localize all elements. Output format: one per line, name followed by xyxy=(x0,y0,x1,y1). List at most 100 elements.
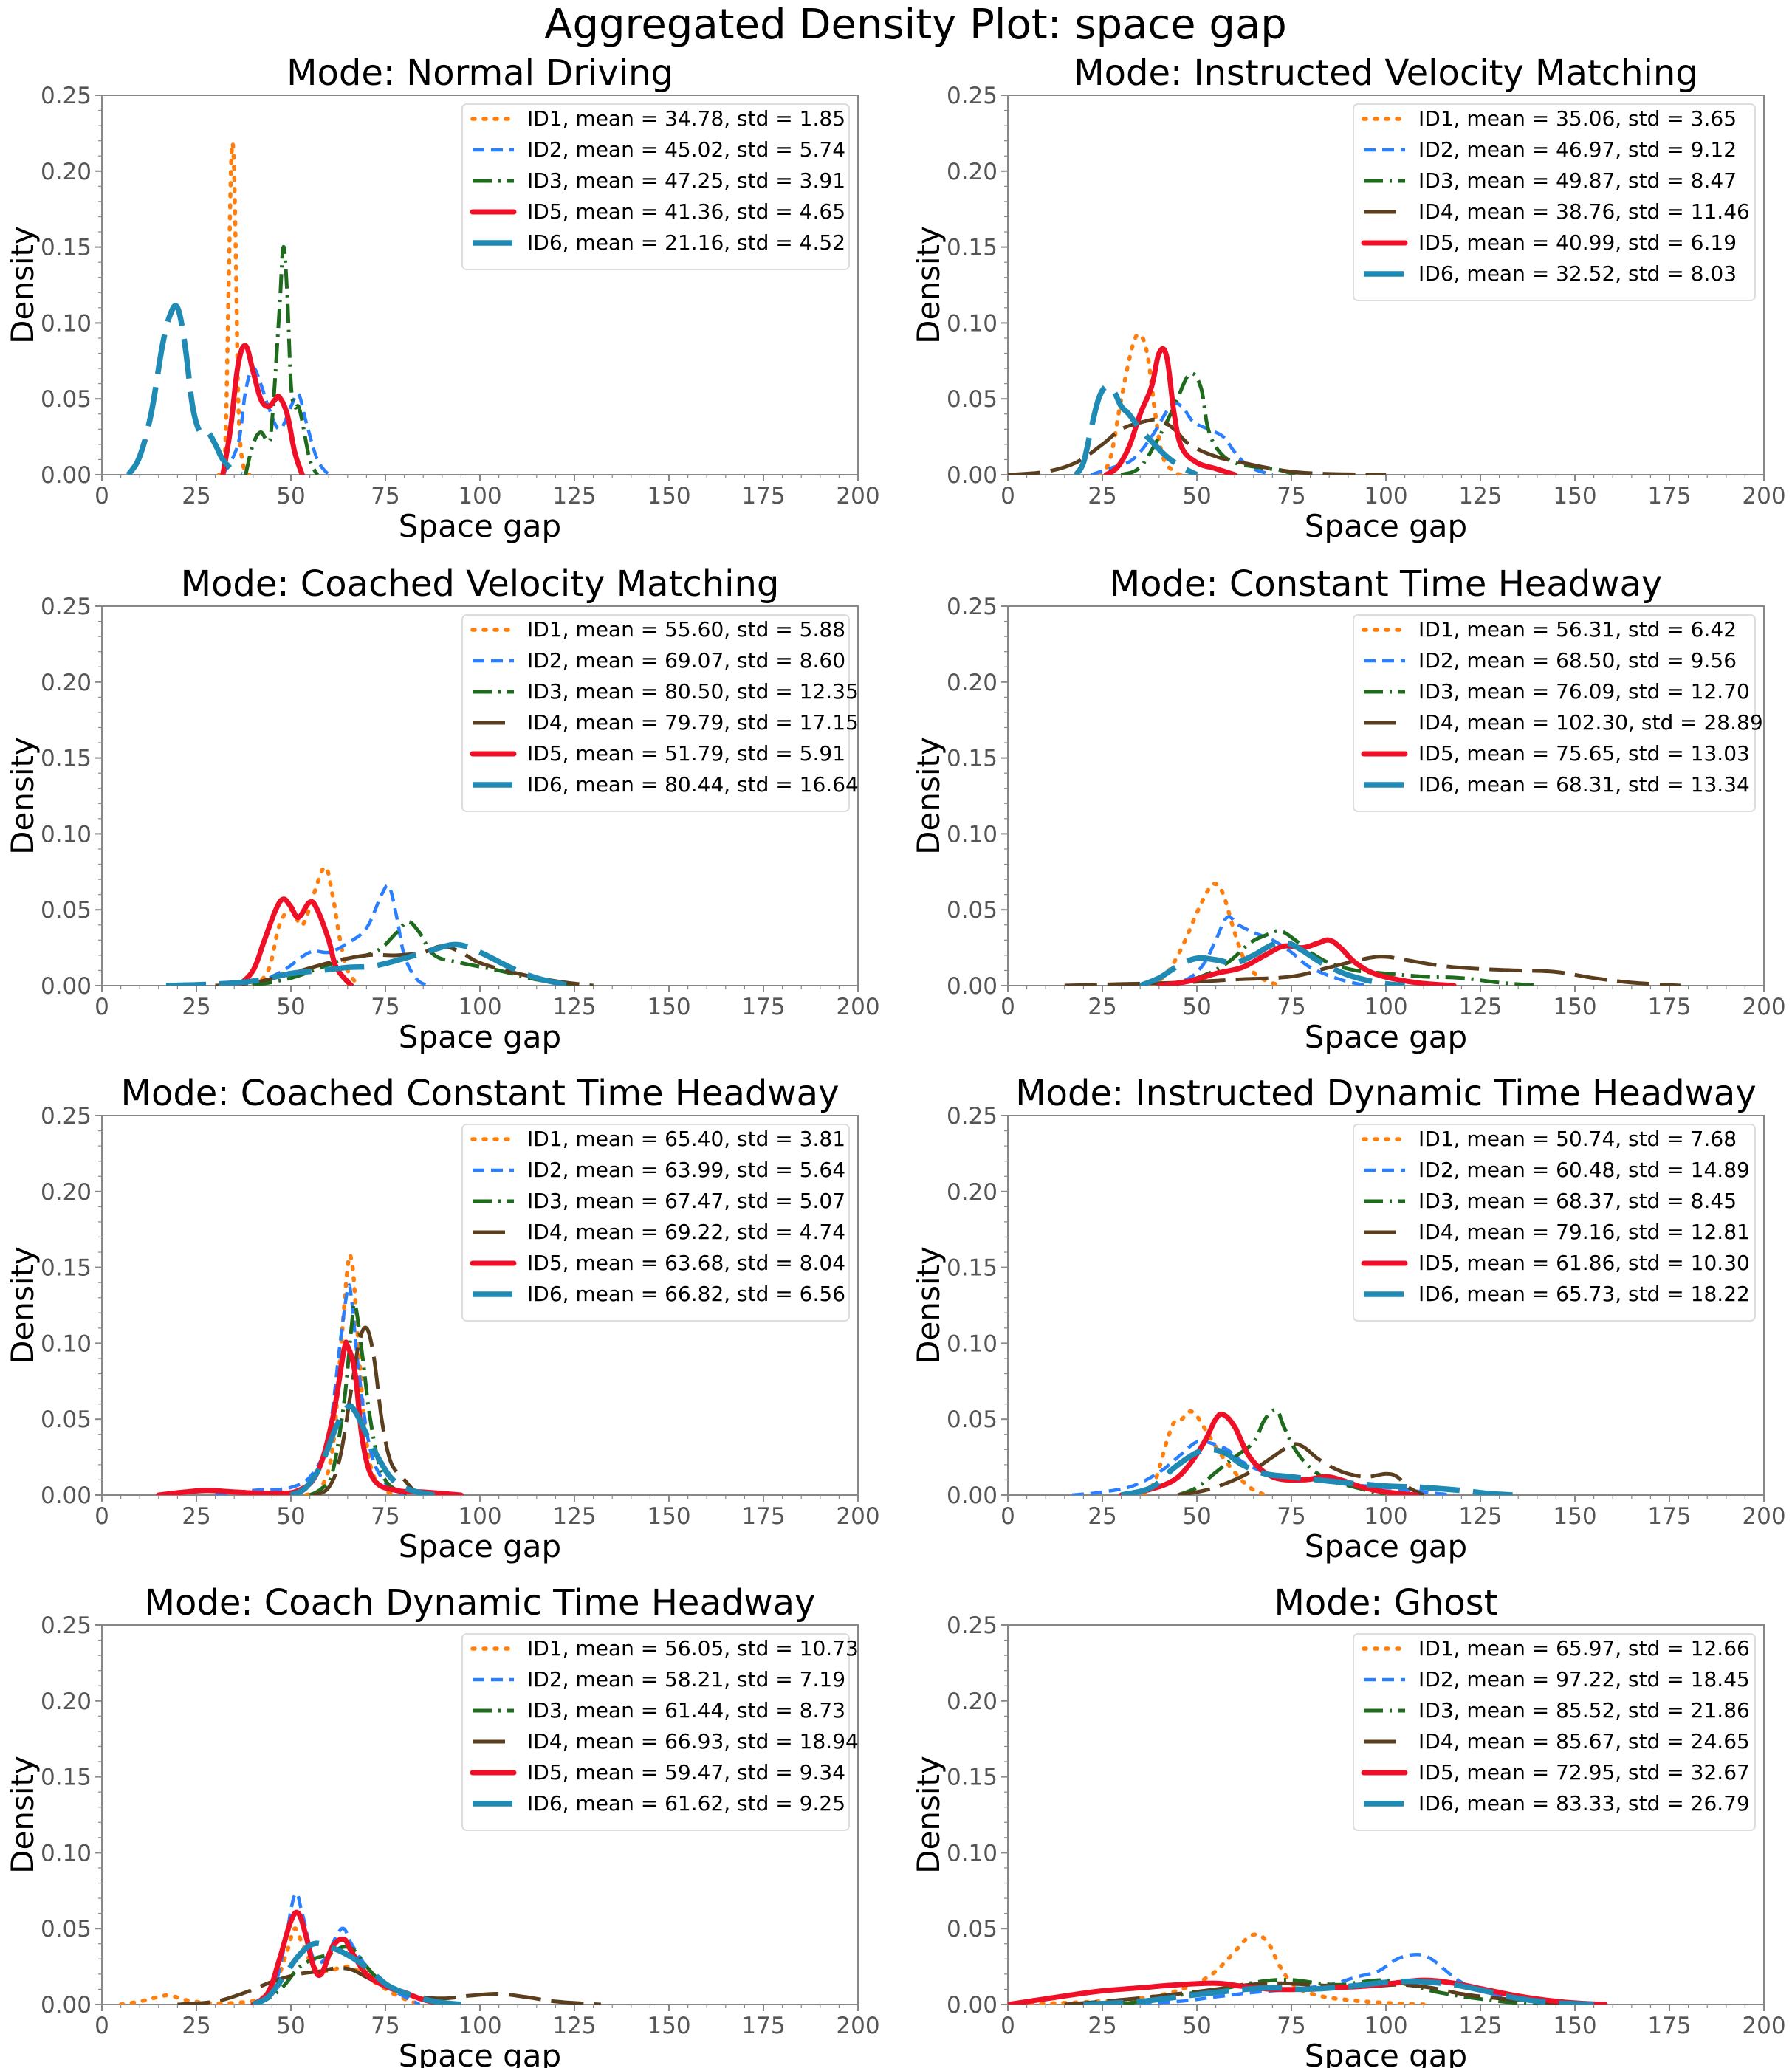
y-tick-label: 0.10 xyxy=(41,1840,92,1866)
legend-label: ID2, mean = 69.07, std = 8.60 xyxy=(527,648,845,673)
x-tick-label: 150 xyxy=(647,2013,690,2039)
legend-box xyxy=(1353,614,1756,812)
series-line-id1 xyxy=(1142,1409,1267,1495)
y-axis-label: Density xyxy=(910,226,947,344)
legend-box xyxy=(461,103,850,270)
y-axis-label: Density xyxy=(4,226,41,344)
y-tick-label: 0.20 xyxy=(41,1689,92,1715)
y-tick-label: 0.00 xyxy=(947,973,998,1000)
y-tick-label: 0.25 xyxy=(41,83,92,109)
x-tick-label: 125 xyxy=(552,994,596,1020)
series-line-id6 xyxy=(1083,1978,1594,2005)
x-axis-label: Space gap xyxy=(399,2038,561,2068)
x-tick-label: 75 xyxy=(371,1503,399,1530)
x-tick-label: 175 xyxy=(1647,1503,1691,1530)
x-axis-label: Space gap xyxy=(1305,1528,1467,1564)
series-line-id1 xyxy=(1096,332,1184,475)
legend-label: ID3, mean = 67.47, std = 5.07 xyxy=(527,1189,845,1213)
subplot-2: Mode: Instructed Velocity Matching 0 25 50 7… xyxy=(910,52,1786,544)
series-line-id2 xyxy=(1090,402,1274,475)
y-tick-label: 0.05 xyxy=(947,897,998,924)
series-lines xyxy=(165,865,594,986)
x-tick-label: 100 xyxy=(458,2013,501,2039)
y-axis-label: Density xyxy=(4,737,41,855)
y-tick-label: 0.15 xyxy=(41,1765,92,1791)
legend-label: ID6, mean = 83.33, std = 26.79 xyxy=(1418,1791,1750,1815)
legend: ID1, mean = 65.97, std = 12.66 ID2, mean … xyxy=(1353,1633,1756,1831)
legend-label: ID4, mean = 66.93, std = 18.94 xyxy=(527,1729,859,1753)
legend-label: ID1, mean = 34.78, std = 1.85 xyxy=(527,106,845,131)
legend-label: ID2, mean = 46.97, std = 9.12 xyxy=(1418,137,1737,162)
legend-box xyxy=(461,614,850,812)
legend-box xyxy=(1353,103,1756,301)
legend-label: ID3, mean = 47.25, std = 3.91 xyxy=(527,168,845,193)
subplot-title: Mode: Constant Time Headway xyxy=(1110,563,1663,605)
legend-label: ID5, mean = 75.65, std = 13.03 xyxy=(1418,741,1750,766)
x-tick-label: 25 xyxy=(182,994,210,1020)
x-tick-label: 0 xyxy=(95,994,109,1020)
legend-label: ID4, mean = 85.67, std = 24.65 xyxy=(1418,1729,1750,1753)
legend-label: ID2, mean = 45.02, std = 5.74 xyxy=(527,137,845,162)
legend-label: ID6, mean = 65.73, std = 18.22 xyxy=(1418,1282,1750,1306)
series-line-id4 xyxy=(1177,1442,1425,1495)
x-tick-label: 50 xyxy=(276,1503,305,1530)
y-tick-label: 0.15 xyxy=(947,746,998,772)
x-tick-label: 175 xyxy=(741,994,785,1020)
series-line-id5 xyxy=(1156,937,1457,986)
x-axis-label: Space gap xyxy=(1305,2038,1467,2068)
x-tick-label: 0 xyxy=(95,1503,109,1530)
y-tick-label: 0.20 xyxy=(947,1689,998,1715)
x-tick-label: 100 xyxy=(1364,994,1407,1020)
x-tick-label: 125 xyxy=(1458,2013,1502,2039)
legend-label: ID3, mean = 85.52, std = 21.86 xyxy=(1418,1698,1750,1722)
x-axis-label: Space gap xyxy=(1305,1019,1467,1055)
legend-box xyxy=(461,1633,850,1831)
series-line-id6 xyxy=(126,303,243,475)
x-tick-label: 0 xyxy=(95,483,109,509)
legend-label: ID5, mean = 72.95, std = 32.67 xyxy=(1418,1760,1750,1784)
y-tick-label: 0.05 xyxy=(41,1406,92,1433)
x-tick-label: 0 xyxy=(1000,994,1015,1020)
legend-label: ID2, mean = 60.48, std = 14.89 xyxy=(1418,1158,1750,1182)
series-line-id6 xyxy=(165,941,571,986)
x-tick-label: 75 xyxy=(1277,1503,1305,1530)
y-axis-label: Density xyxy=(910,737,947,855)
legend-label: ID5, mean = 61.86, std = 10.30 xyxy=(1418,1251,1750,1275)
y-axis-label: Density xyxy=(4,1246,41,1364)
x-tick-label: 100 xyxy=(1364,2013,1407,2039)
y-tick-label: 0.15 xyxy=(947,1255,998,1282)
legend: ID1, mean = 35.06, std = 3.65 ID2, mean =… xyxy=(1353,103,1756,301)
legend-label: ID4, mean = 102.30, std = 28.89 xyxy=(1418,710,1763,735)
x-tick-label: 175 xyxy=(741,2013,785,2039)
x-tick-label: 0 xyxy=(95,2013,109,2039)
y-tick-label: 0.00 xyxy=(41,1992,92,2019)
x-tick-label: 0 xyxy=(1000,483,1015,509)
y-tick-label: 0.25 xyxy=(947,1103,998,1130)
subplot-5: Mode: Coached Constant Time Headway 0 25 50… xyxy=(4,1073,880,1564)
y-tick-label: 0.15 xyxy=(947,235,998,261)
x-tick-label: 100 xyxy=(458,483,501,509)
x-tick-label: 25 xyxy=(182,1503,210,1530)
legend-label: ID1, mean = 65.40, std = 3.81 xyxy=(527,1127,845,1151)
legend-label: ID1, mean = 56.05, std = 10.73 xyxy=(527,1636,859,1660)
series-line-id4 xyxy=(1008,417,1387,475)
series-line-id4 xyxy=(215,944,594,986)
subplot-7: Mode: Coach Dynamic Time Headway 0 25 50 75 1… xyxy=(4,1582,880,2068)
x-tick-label: 75 xyxy=(1277,2013,1305,2039)
y-axis-label: Density xyxy=(910,1246,947,1364)
legend-label: ID2, mean = 63.99, std = 5.64 xyxy=(527,1158,845,1182)
legend-label: ID5, mean = 59.47, std = 9.34 xyxy=(527,1760,845,1784)
y-tick-label: 0.00 xyxy=(947,1483,998,1509)
series-lines xyxy=(1008,332,1387,475)
x-tick-label: 125 xyxy=(1458,994,1502,1020)
x-tick-label: 175 xyxy=(1647,994,1691,1020)
subplot-title: Mode: Normal Driving xyxy=(286,52,673,94)
subplot-title: Mode: Ghost xyxy=(1274,1582,1497,1624)
legend-label: ID4, mean = 79.79, std = 17.15 xyxy=(527,710,859,735)
subplot-title: Mode: Instructed Velocity Matching xyxy=(1074,52,1697,94)
series-line-id3 xyxy=(1120,371,1296,475)
series-line-id3 xyxy=(253,920,575,986)
x-tick-label: 25 xyxy=(1088,2013,1116,2039)
series-lines xyxy=(126,141,330,475)
y-tick-label: 0.15 xyxy=(41,235,92,261)
